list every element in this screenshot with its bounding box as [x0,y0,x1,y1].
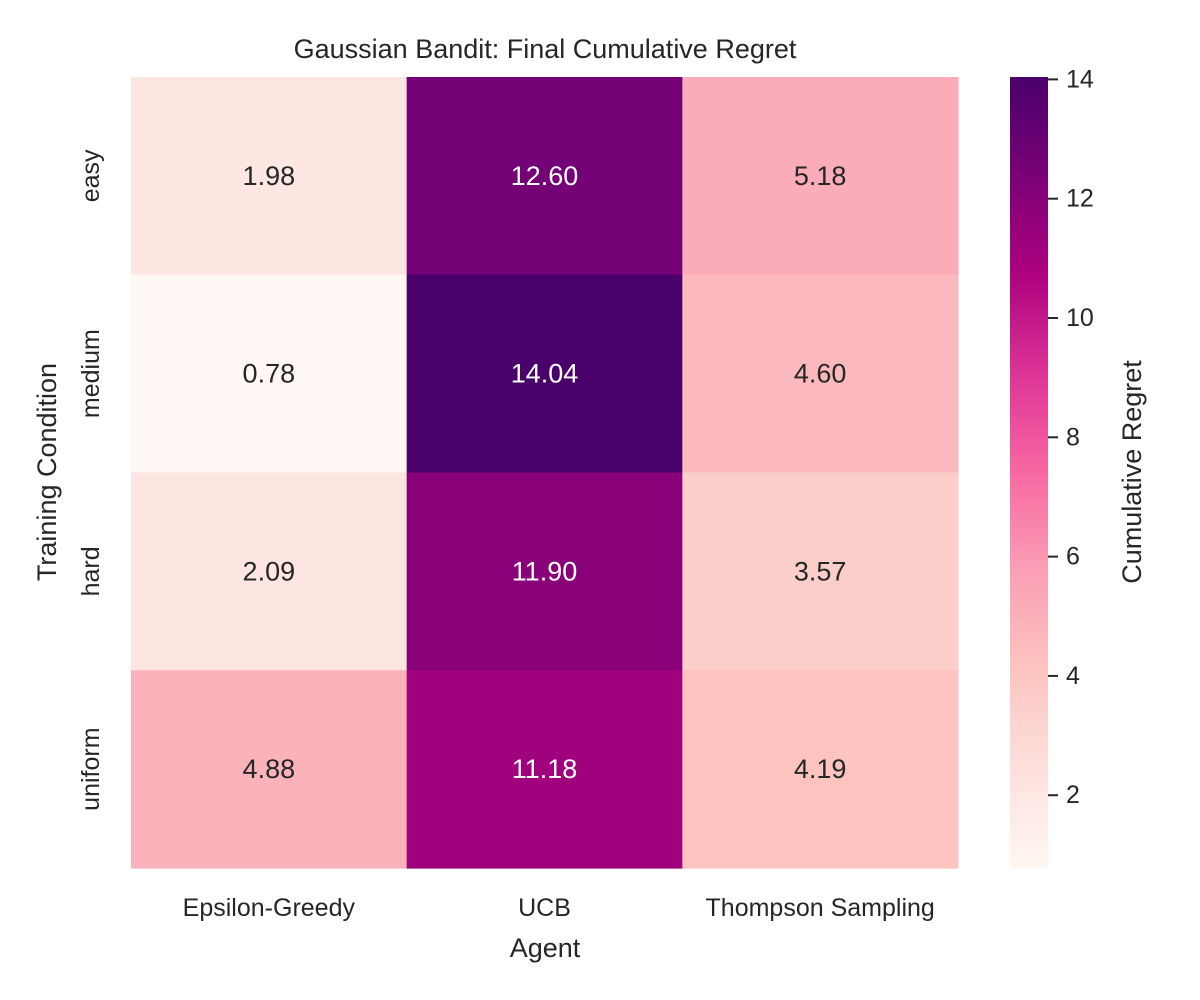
x-tick-label: UCB [518,894,571,922]
colorbar-tick-label: 6 [1066,543,1080,571]
x-axis-label: Agent [510,933,581,963]
heatmap-cells [131,77,959,869]
colorbar-tick-label: 14 [1066,65,1094,93]
cell-value-label: 1.98 [243,161,296,191]
y-axis-tick-labels: easy medium hard uniform [77,149,105,811]
cell-value-label: 5.18 [794,161,847,191]
heatmap-cell [131,274,408,474]
y-tick-label: medium [77,329,105,418]
heatmap-cell [406,472,683,671]
colorbar-tick-label: 12 [1066,185,1094,213]
cell-value-label: 2.09 [243,556,296,586]
heatmap-cell [406,77,683,276]
heatmap-cell [406,670,683,869]
heatmap-cell [682,670,959,869]
colorbar-tick-label: 4 [1066,662,1080,690]
cell-value-label: 4.88 [243,754,296,784]
heatmap-cell [682,274,959,474]
chart-title: Gaussian Bandit: Final Cumulative Regret [294,34,797,64]
heatmap-cell [682,77,959,276]
colorbar-ticks: 2 4 6 8 10 12 14 [1048,65,1094,809]
heatmap-cell [131,670,408,869]
y-axis-label: Training Condition [32,363,62,581]
x-tick-label: Epsilon-Greedy [183,894,356,922]
x-axis-tick-labels: Epsilon-Greedy UCB Thompson Sampling [183,894,935,922]
heatmap-cell [406,274,683,474]
cell-value-label: 0.78 [243,359,296,389]
colorbar-label: Cumulative Regret [1117,360,1147,584]
cell-value-label: 3.57 [794,556,847,586]
y-tick-label: uniform [77,727,105,810]
x-tick-label: Thompson Sampling [706,894,935,922]
cell-value-label: 14.04 [511,359,579,389]
y-tick-label: hard [77,546,105,596]
colorbar [1010,77,1048,868]
y-tick-label: easy [77,149,105,202]
colorbar-tick-label: 2 [1066,781,1080,809]
cell-value-labels: 1.98 12.60 5.18 0.78 14.04 4.60 2.09 11.90 3.57 4… [243,161,847,784]
heatmap-cell [131,77,408,276]
cell-value-label: 11.90 [512,556,578,586]
cell-value-label: 4.60 [794,359,847,389]
cell-value-label: 4.19 [794,754,847,784]
cell-value-label: 12.60 [511,161,579,191]
cell-value-label: 11.18 [512,754,578,784]
colorbar-tick-label: 8 [1066,423,1080,451]
colorbar-tick-label: 10 [1066,304,1094,332]
heatmap-cell [131,472,408,671]
heatmap-cell [682,472,959,671]
